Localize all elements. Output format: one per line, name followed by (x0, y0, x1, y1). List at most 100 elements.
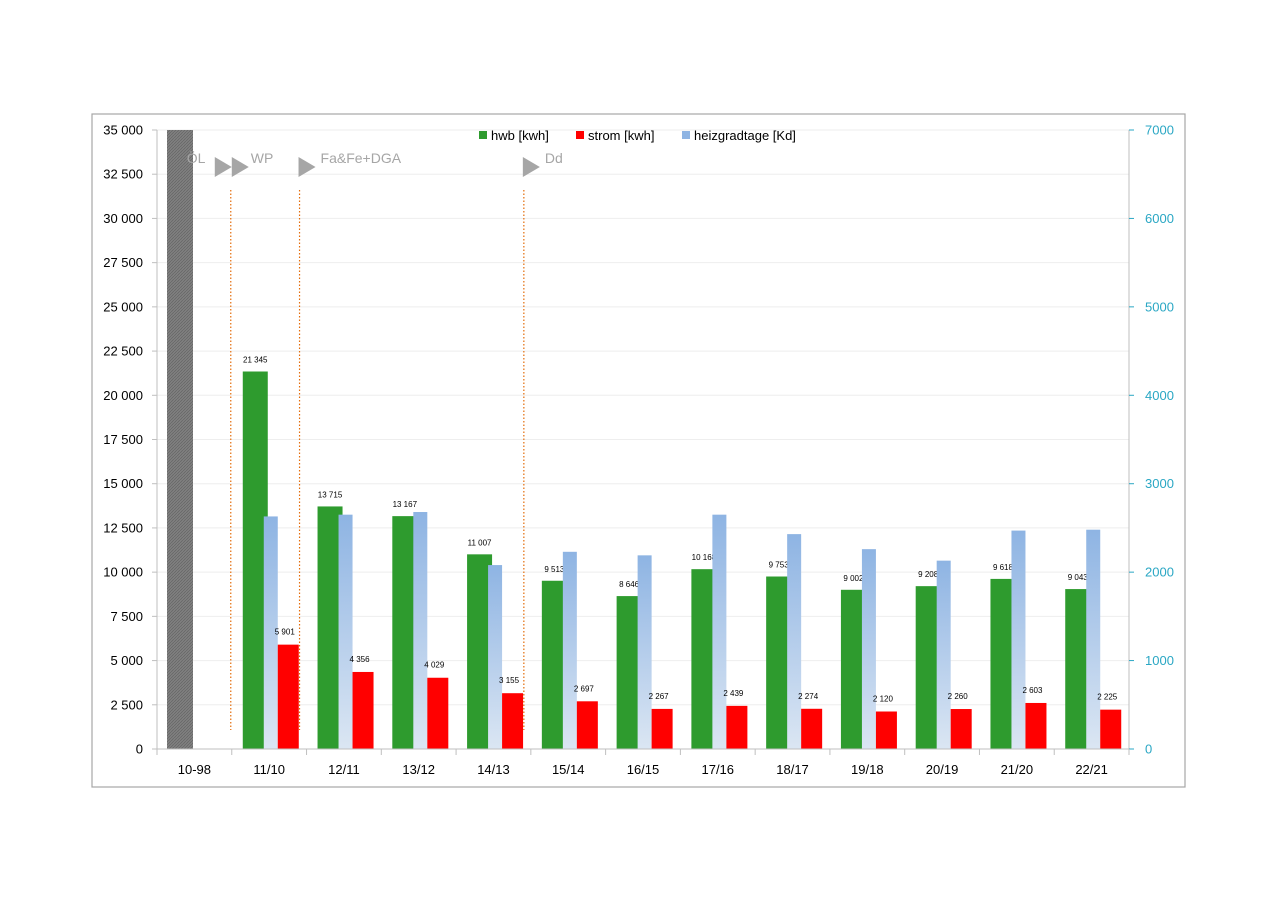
bar-hwb (990, 578, 1016, 749)
bar-hwb (766, 576, 792, 749)
left-tick-label: 20 000 (103, 388, 143, 403)
left-tick-label: 25 000 (103, 299, 143, 314)
arrow-marker (231, 157, 249, 177)
bar-heizgradtage (1086, 529, 1101, 749)
x-tick-label: 21/20 (1001, 762, 1034, 777)
arrow-marker (522, 157, 540, 177)
right-tick-label: 1000 (1145, 653, 1174, 668)
left-tick-label: 35 000 (103, 123, 143, 138)
phase-label: ÖL (187, 149, 206, 166)
x-tick-label: 17/16 (701, 762, 734, 777)
data-label-hwb: 9 002 (843, 574, 864, 583)
bar-strom (427, 677, 449, 749)
data-label-hwb: 13 715 (318, 490, 343, 499)
bar-heizgradtage (936, 560, 951, 749)
data-label-strom: 2 274 (798, 692, 819, 701)
bar-strom (875, 711, 897, 749)
left-tick-label: 27 500 (103, 255, 143, 270)
data-label-hwb: 10 168 (692, 553, 717, 562)
data-label-strom: 2 439 (723, 689, 744, 698)
bar-hwb (840, 589, 866, 749)
left-tick-label: 10 000 (103, 565, 143, 580)
left-tick-label: 12 500 (103, 520, 143, 535)
left-tick-label: 22 500 (103, 344, 143, 359)
bar-hwb (1065, 589, 1091, 749)
bar-heizgradtage (263, 516, 278, 749)
data-label-strom: 4 356 (350, 655, 371, 664)
bar-strom (1025, 702, 1047, 749)
phase-label: Dd (545, 150, 563, 166)
x-tick-label: 19/18 (851, 762, 884, 777)
right-tick-label: 4000 (1145, 388, 1174, 403)
bar-heizgradtage (338, 514, 353, 749)
legend-swatch (682, 131, 690, 139)
right-tick-label: 5000 (1145, 299, 1174, 314)
bar-hwb (392, 516, 418, 749)
data-label-strom: 2 267 (649, 692, 670, 701)
bar-strom (352, 671, 374, 749)
data-label-hwb: 8 646 (619, 580, 640, 589)
bar-strom (1100, 709, 1122, 749)
annotations: ÖL WP Fa&Fe+DGA Dd (187, 149, 563, 730)
right-tick-label: 2000 (1145, 565, 1174, 580)
bar-oil (167, 130, 193, 749)
bar-hwb (691, 569, 717, 749)
data-label-strom: 2 697 (574, 684, 595, 693)
bar-heizgradtage (861, 549, 876, 749)
left-tick-label: 5 000 (110, 653, 143, 668)
legend-label: heizgradtage [Kd] (694, 128, 796, 143)
bar-hwb (915, 586, 941, 749)
right-tick-label: 3000 (1145, 476, 1174, 491)
right-tick-label: 6000 (1145, 211, 1174, 226)
bar-heizgradtage (413, 512, 428, 749)
data-label-hwb: 9 208 (918, 570, 939, 579)
bar-strom (502, 693, 524, 749)
x-tick-label: 20/19 (926, 762, 959, 777)
phase-label: Fa&Fe+DGA (321, 150, 402, 166)
legend-label: strom [kwh] (588, 128, 654, 143)
x-tick-label: 11/10 (253, 762, 285, 777)
legend: hwb [kwh] strom [kwh] heizgradtage [Kd] (479, 128, 796, 143)
bar-strom (726, 705, 748, 749)
bar-strom (576, 701, 598, 749)
right-tick-label: 7000 (1145, 123, 1174, 138)
arrow-marker (214, 157, 232, 177)
bar-heizgradtage (787, 534, 802, 749)
arrow-marker (298, 157, 316, 177)
bar-strom (277, 644, 299, 749)
x-tick-label: 12/11 (328, 762, 360, 777)
data-label-strom: 5 901 (275, 628, 296, 637)
legend-swatch (479, 131, 487, 139)
left-tick-label: 7 500 (110, 609, 143, 624)
legend-swatch (576, 131, 584, 139)
data-label-strom: 4 029 (424, 661, 445, 670)
bar-hwb (242, 371, 268, 749)
bar-hwb (541, 580, 567, 749)
data-label-hwb: 11 007 (468, 538, 492, 547)
left-tick-label: 2 500 (110, 697, 143, 712)
legend-label: hwb [kwh] (491, 128, 549, 143)
x-tick-label: 14/13 (477, 762, 510, 777)
data-label-strom: 3 155 (499, 676, 520, 685)
data-label-hwb: 9 753 (769, 561, 790, 570)
bar-heizgradtage (1011, 530, 1026, 749)
data-label-strom: 2 603 (1022, 686, 1043, 695)
left-tick-label: 15 000 (103, 476, 143, 491)
bar-hwb (616, 596, 642, 749)
left-tick-label: 32 500 (103, 167, 143, 182)
bar-heizgradtage (637, 555, 652, 749)
bars: 21 345 5 901 13 715 4 356 13 167 4 029 11 007 3… (167, 130, 1122, 749)
bar-heizgradtage (488, 565, 503, 749)
data-label-strom: 2 225 (1097, 693, 1118, 702)
x-tick-label: 16/15 (627, 762, 660, 777)
x-tick-label: 22/21 (1075, 762, 1108, 777)
phase-label: WP (251, 150, 274, 166)
data-label-hwb: 13 167 (393, 500, 418, 509)
bar-strom (801, 708, 823, 749)
data-label-hwb: 21 345 (243, 355, 268, 364)
left-tick-label: 17 500 (103, 432, 143, 447)
bar-strom (950, 709, 972, 749)
axes: 0 2 500 5 000 7 500 10 000 12 500 15 000 17 500… (103, 123, 1174, 778)
x-tick-label: 15/14 (552, 762, 585, 777)
